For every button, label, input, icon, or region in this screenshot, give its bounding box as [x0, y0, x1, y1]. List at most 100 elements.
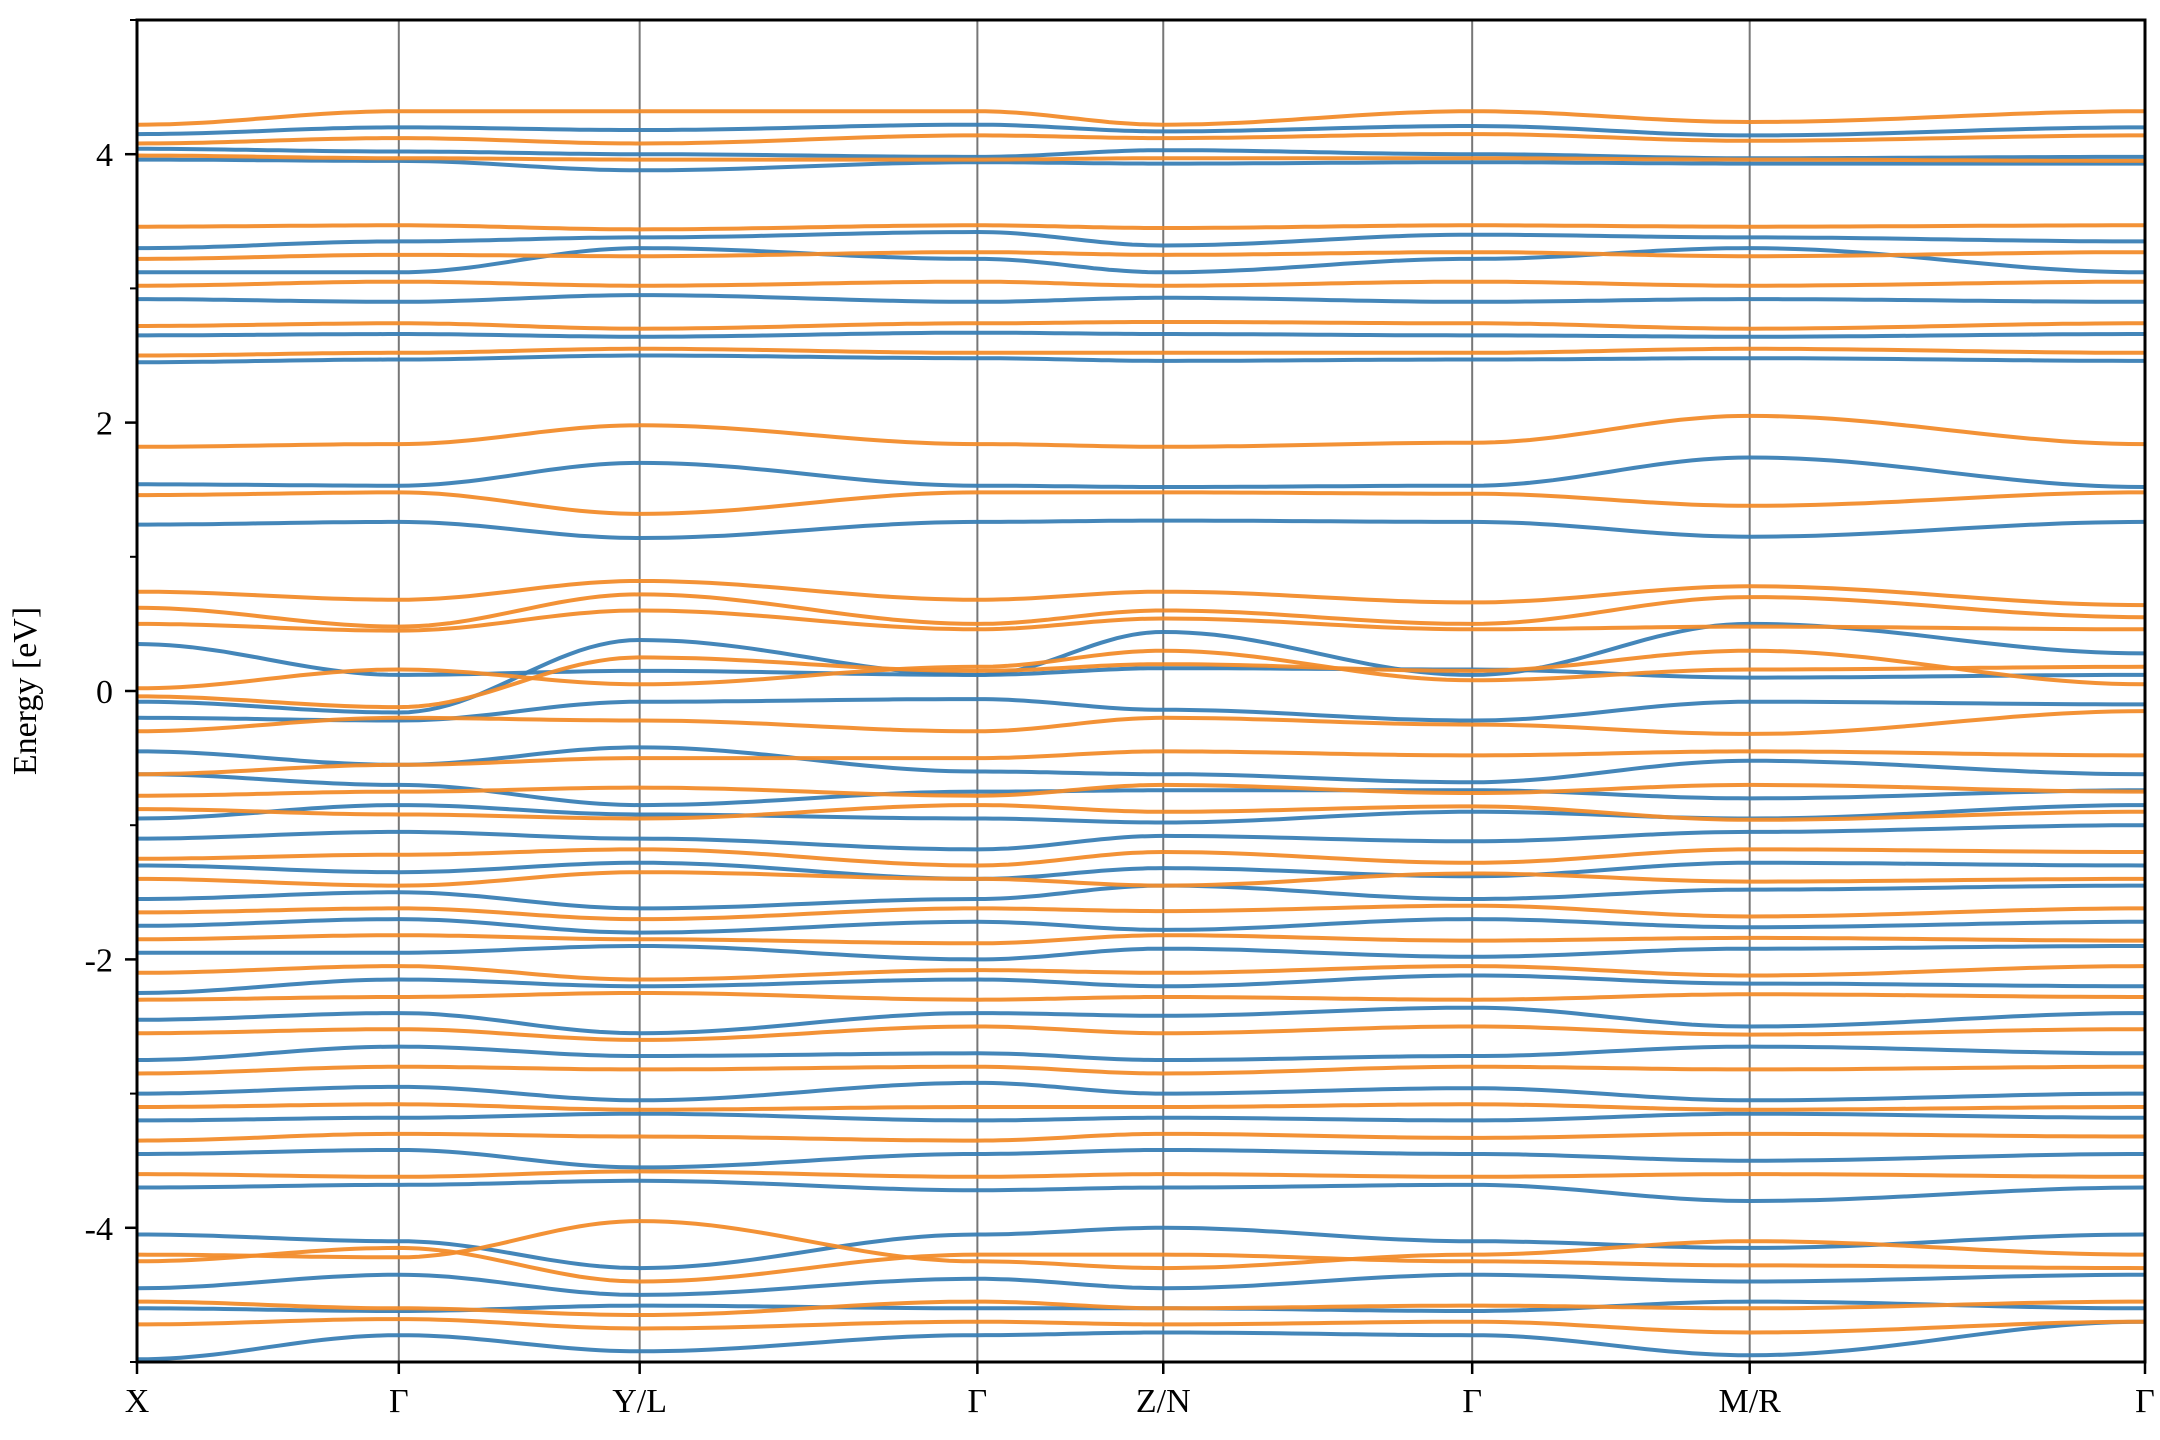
band-line — [137, 1027, 640, 1042]
band-line — [137, 146, 640, 157]
band-line — [1749, 133, 2145, 143]
y-tick-label: 0 — [96, 674, 113, 711]
band-line — [1163, 1044, 1750, 1062]
band-line — [1749, 1111, 2145, 1120]
band-line — [137, 829, 640, 841]
band-line — [1163, 295, 1750, 304]
y-tick-label: 4 — [96, 137, 113, 174]
band-line — [1749, 883, 2145, 892]
band-line — [1749, 346, 2145, 355]
band-line — [1163, 804, 1750, 822]
band-line — [639, 788, 1164, 808]
band-line — [639, 697, 1164, 712]
band-line — [639, 229, 1164, 248]
band-line — [1163, 749, 1750, 758]
x-tick-label: M/R — [1719, 1383, 1782, 1420]
band-line — [1749, 297, 2145, 304]
band-line — [1163, 413, 1750, 449]
band-line — [1163, 715, 1750, 736]
band-line — [639, 1276, 1164, 1297]
band-line — [1749, 964, 2145, 978]
band-line — [639, 1219, 1164, 1271]
band-line — [1749, 749, 2145, 758]
band-line — [137, 715, 640, 734]
band-line — [639, 1111, 1164, 1123]
band-line — [1749, 944, 2145, 951]
band-line — [1749, 809, 2145, 822]
y-tick-label: 2 — [96, 406, 113, 443]
x-tick-label: Γ — [968, 1383, 988, 1420]
band-line — [639, 1024, 1164, 1042]
y-axis-label: Energy [eV] — [7, 607, 44, 775]
band-line — [137, 1084, 640, 1103]
band-line — [137, 353, 640, 365]
band-line — [1749, 235, 2145, 244]
band-line — [1163, 132, 1750, 143]
band-line — [1749, 648, 2145, 687]
band-line — [137, 1131, 640, 1143]
band-line — [1749, 356, 2145, 363]
band-line — [1163, 1182, 1750, 1203]
band-line — [1749, 321, 2145, 331]
band-line — [137, 1317, 640, 1331]
band-line — [1163, 621, 1750, 677]
band-line — [137, 519, 640, 540]
band-line — [137, 860, 640, 875]
band-line — [1163, 160, 1750, 166]
band-line — [137, 807, 640, 821]
band-line — [1163, 758, 1750, 785]
band-line — [137, 933, 640, 942]
band-line — [137, 1169, 640, 1179]
band-line — [639, 320, 1164, 331]
band-line — [137, 579, 640, 602]
band-line — [137, 1044, 640, 1062]
band-line — [1163, 933, 1750, 943]
band-line — [1749, 1319, 2145, 1335]
band-line — [639, 122, 1164, 134]
band-line — [639, 1225, 1164, 1271]
band-line — [1163, 1239, 1750, 1271]
band-line — [639, 749, 1164, 761]
x-tick-label: Γ — [389, 1383, 409, 1420]
band-line — [1163, 883, 1750, 901]
band-line — [1163, 1303, 1750, 1311]
x-tick-label: Z/N — [1136, 1383, 1191, 1420]
band-line — [137, 906, 640, 922]
band-line — [1163, 346, 1750, 355]
band-line — [137, 847, 640, 861]
band-line — [1163, 1131, 1750, 1140]
band-line — [1163, 903, 1750, 919]
band-line — [639, 592, 1164, 626]
band-line — [1163, 584, 1750, 605]
band-line — [1749, 1131, 2145, 1139]
band-line — [639, 944, 1164, 962]
band-line — [639, 803, 1164, 821]
band-line — [1163, 871, 1750, 888]
band-line — [639, 715, 1164, 734]
band-line — [1163, 109, 1750, 127]
band-line — [137, 667, 640, 691]
band-line — [639, 608, 1164, 632]
band-line — [1749, 782, 2145, 794]
band-line — [639, 847, 1164, 868]
band-line — [639, 870, 1164, 888]
band-line — [137, 235, 640, 251]
band-line — [137, 1011, 640, 1036]
band-line — [639, 1131, 1164, 1143]
band-line — [1749, 709, 2145, 736]
band-line — [137, 1303, 640, 1313]
band-line — [1163, 595, 1750, 626]
x-tick-label: Y/L — [612, 1383, 667, 1420]
band-line — [639, 919, 1164, 935]
band-line — [137, 1178, 640, 1190]
band-line — [639, 1319, 1164, 1331]
band-line — [1163, 518, 1750, 539]
band-line — [137, 803, 640, 821]
band-line — [639, 782, 1164, 798]
band-line — [137, 321, 640, 331]
band-line — [1749, 699, 2145, 707]
band-line — [137, 756, 640, 777]
band-line — [137, 136, 640, 146]
band-line — [1163, 964, 1750, 978]
